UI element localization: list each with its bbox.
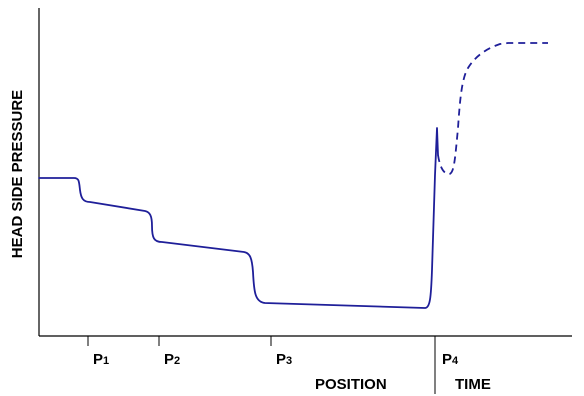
series-line-position: [38, 127, 439, 309]
y-axis-label: HEAD SIDE PRESSURE: [9, 90, 26, 258]
marker-label-p4: P4: [442, 351, 459, 368]
marker-label-p1: P1: [93, 351, 109, 368]
marker-label-p2: P2: [164, 351, 180, 368]
marker-label-p3: P3: [276, 351, 292, 368]
x-axis-label-position: POSITION: [315, 376, 387, 393]
series-line-time: [437, 42, 548, 175]
x-axis-label-time: TIME: [455, 376, 491, 393]
